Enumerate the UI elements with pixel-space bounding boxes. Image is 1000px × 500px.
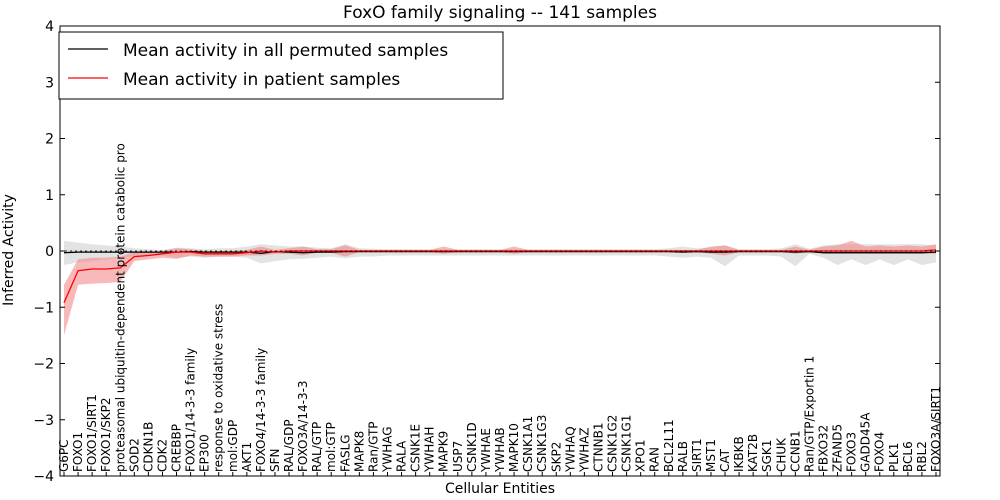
x-tick-label: CSNK1G3 bbox=[535, 415, 549, 472]
x-tick-label: KAT2B bbox=[746, 434, 760, 472]
x-tick-label: CTNNB1 bbox=[592, 422, 606, 472]
x-tick-label: FOXO4 bbox=[873, 432, 887, 472]
x-tick-label: YWHAZ bbox=[577, 427, 591, 473]
x-tick-label: CSNK1E bbox=[409, 424, 423, 472]
x-tick-label: Ran/GTP bbox=[366, 421, 380, 472]
legend-label-permuted: Mean activity in all permuted samples bbox=[123, 41, 448, 61]
x-tick-label: RALA bbox=[395, 440, 409, 472]
x-tick-label: FOXO1/SKP2 bbox=[99, 397, 113, 472]
x-tick-label: CAT bbox=[718, 448, 732, 472]
x-tick-label: CREBBP bbox=[170, 424, 184, 472]
x-axis-label: Cellular Entities bbox=[445, 481, 555, 497]
x-tick-label: YWHAQ bbox=[563, 426, 577, 473]
chart-title: FoxO family signaling -- 141 samples bbox=[343, 3, 657, 23]
x-tick-label: FOXO4/14-3-3 family bbox=[254, 348, 268, 472]
legend-label-patient: Mean activity in patient samples bbox=[123, 70, 400, 90]
x-tick-label: SKP2 bbox=[549, 442, 563, 472]
y-axis-label: Inferred Activity bbox=[1, 194, 17, 306]
x-tick-label: CSNK1D bbox=[465, 422, 479, 472]
x-tick-label: G6PC bbox=[57, 439, 71, 472]
x-tick-label: RALB bbox=[676, 441, 690, 472]
x-tick-label: USP7 bbox=[451, 441, 465, 472]
x-tick-label: MAPK9 bbox=[437, 431, 451, 472]
y-tick-label: 0 bbox=[45, 244, 54, 260]
x-tick-label: CSNK1G1 bbox=[620, 415, 634, 472]
series-line-2 bbox=[63, 249, 937, 304]
x-tick-label: YWHAG bbox=[381, 426, 395, 473]
y-tick-label: −1 bbox=[33, 300, 54, 316]
x-tick-label: CCNB1 bbox=[788, 430, 802, 472]
x-tick-label: GADD45A bbox=[859, 412, 873, 472]
x-tick-label: CDK2 bbox=[156, 439, 170, 472]
x-tick-label: EP300 bbox=[198, 434, 212, 472]
x-tick-label: RBL2 bbox=[915, 441, 929, 472]
x-tick-label: CDKN1B bbox=[141, 422, 155, 472]
x-tick-label: MAPK8 bbox=[352, 431, 366, 472]
x-tick-label: MST1 bbox=[704, 439, 718, 472]
y-tick-label: −4 bbox=[33, 469, 54, 485]
y-tick-label: 2 bbox=[45, 132, 54, 148]
legend: Mean activity in all permuted samples Me… bbox=[58, 31, 504, 100]
x-tick-label: YWHAB bbox=[493, 427, 507, 473]
x-tick-label: CSNK1A1 bbox=[521, 416, 535, 472]
legend-box bbox=[58, 31, 504, 100]
x-tick-label: BCL6 bbox=[901, 441, 915, 472]
x-tick-label: CSNK1G2 bbox=[606, 415, 620, 472]
x-tick-label: FOXO1/14-3-3 family bbox=[184, 348, 198, 472]
x-tick-label: FOXO1/SIRT1 bbox=[85, 394, 99, 472]
x-tick-labels: G6PC FOXO1 FOXO1/SIRT1 FOXO1/SKP2 proteasoma… bbox=[57, 143, 943, 476]
x-tick-label: RAN bbox=[648, 447, 662, 472]
x-tick-label: BCL2L11 bbox=[662, 419, 676, 472]
x-tick-label: CHUK bbox=[774, 437, 788, 472]
confidence-bands bbox=[64, 240, 936, 336]
y-tick-label: −2 bbox=[33, 357, 54, 373]
x-tick-label: XPO1 bbox=[634, 439, 648, 472]
x-tick-label: mol:GTP bbox=[324, 422, 338, 472]
x-tick-label: YWHAE bbox=[479, 428, 493, 473]
x-tick-label: FOXO3A/SIRT1 bbox=[929, 386, 943, 472]
x-tick-label: FOXO3A/14-3-3 bbox=[296, 380, 310, 472]
x-tick-label: RAL/GTP bbox=[310, 422, 324, 472]
x-tick-label: AKT1 bbox=[240, 442, 254, 472]
x-tick-label: FASLG bbox=[338, 434, 352, 472]
x-tick-label: YWHAH bbox=[423, 427, 437, 473]
y-axis-ticks: 4 3 2 1 0 −1 −2 −3 −4 bbox=[33, 19, 940, 485]
x-tick-label: SFN bbox=[268, 449, 282, 473]
y-tick-label: 1 bbox=[45, 188, 54, 204]
x-tick-label: FOXO1 bbox=[71, 432, 85, 472]
confidence-band-2 bbox=[64, 240, 936, 336]
y-tick-label: −3 bbox=[33, 413, 54, 429]
x-tick-label: SOD2 bbox=[127, 438, 141, 472]
series-lines bbox=[63, 249, 937, 304]
x-tick-label: SGK1 bbox=[760, 440, 774, 472]
x-tick-label: RAL/GDP bbox=[282, 419, 296, 472]
x-tick-label: FOXO3 bbox=[845, 432, 859, 472]
x-tick-label: SIRT1 bbox=[690, 438, 704, 472]
x-tick-label: Ran/GTP/Exportin 1 bbox=[802, 356, 816, 472]
x-tick-label: mol:GDP bbox=[226, 420, 240, 472]
x-tick-label: MAPK10 bbox=[507, 423, 521, 472]
y-tick-label: 4 bbox=[45, 19, 54, 35]
x-tick-label: FBXO32 bbox=[817, 425, 831, 472]
x-tick-label: ZFAND5 bbox=[831, 424, 845, 472]
x-tick-label: IKBKB bbox=[732, 436, 746, 472]
x-tick-label: proteasomal ubiquitin-dependent protein … bbox=[113, 143, 127, 472]
y-tick-label: 3 bbox=[45, 75, 54, 91]
x-tick-label: PLK1 bbox=[887, 443, 901, 472]
x-tick-label: response to oxidative stress bbox=[212, 304, 226, 472]
